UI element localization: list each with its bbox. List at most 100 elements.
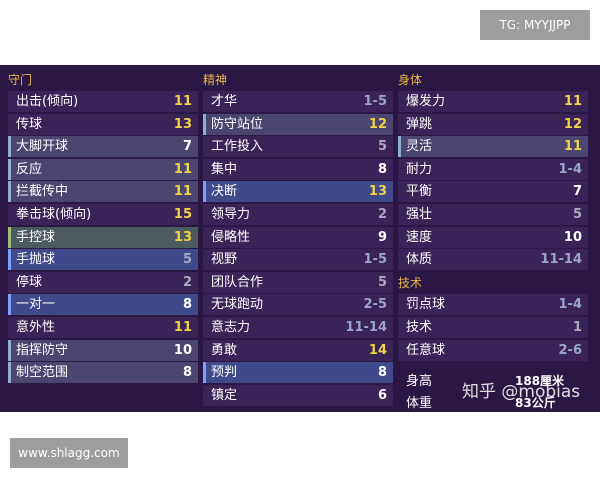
attribute-label: 才华 [211, 94, 238, 109]
attribute-value: 10 [563, 229, 582, 245]
attribute-row: 罚点球 1-4 [398, 294, 588, 316]
attribute-row: 停球 2 [8, 271, 198, 293]
attribute-row: 指挥防守 10 [8, 339, 198, 361]
attribute-row: 大脚开球 7 [8, 136, 198, 158]
attribute-label: 速度 [406, 229, 433, 245]
attribute-row: 出击(倾向) 11 [8, 91, 198, 112]
attribute-label: 决断 [211, 184, 238, 200]
attribute-row: 拳击球(倾向) 15 [8, 204, 198, 225]
attribute-label: 预判 [211, 365, 238, 381]
attribute-value: 5 [182, 252, 192, 268]
attribute-row: 拦截传中 11 [8, 181, 198, 203]
attribute-value: 83公斤 [515, 396, 556, 410]
attribute-row: 预判 8 [203, 362, 393, 384]
attribute-value: 11 [563, 94, 582, 109]
attribute-value: 11 [173, 161, 192, 177]
attribute-label: 拦截传中 [16, 184, 69, 200]
attribute-label: 拳击球(倾向) [16, 207, 92, 222]
attribute-value: 2-5 [363, 297, 388, 313]
attribute-row: 团队合作 5 [203, 271, 393, 293]
attribute-label: 身高 [406, 374, 433, 389]
attribute-value: 11 [173, 184, 192, 200]
attribute-label: 防守站位 [211, 116, 264, 132]
attribute-value: 1 [572, 320, 582, 335]
attribute-value: 5 [377, 274, 387, 290]
section-header: 身体 [398, 73, 423, 87]
attribute-value: 11-14 [540, 252, 582, 268]
section-header: 技术 [398, 275, 423, 290]
attribute-row: 手控球 13 [8, 226, 198, 248]
attribute-row: 任意球 2-6 [398, 339, 588, 361]
attribute-row: 手抛球 5 [8, 249, 198, 271]
attribute-label: 弹跳 [406, 116, 433, 132]
attribute-label: 反应 [16, 161, 43, 177]
attribute-value: 5 [377, 139, 387, 155]
attribute-label: 爆发力 [406, 94, 446, 109]
attribute-label: 技术 [406, 320, 433, 335]
attribute-row: 速度 10 [398, 226, 588, 248]
attribute-row: 视野 1-5 [203, 249, 393, 271]
attribute-label: 制空范围 [16, 365, 69, 381]
attribute-value: 7 [182, 139, 192, 155]
attribute-value: 14 [368, 342, 387, 358]
attribute-value: 188厘米 [515, 374, 565, 388]
attribute-label: 体重 [406, 396, 433, 411]
attribute-label: 指挥防守 [16, 342, 69, 358]
attribute-label: 罚点球 [406, 297, 446, 313]
attribute-row: 决断 13 [203, 181, 393, 203]
attribute-label: 视野 [211, 252, 238, 268]
attribute-label: 传球 [16, 116, 43, 132]
attribute-value: 12 [563, 116, 582, 132]
attribute-label: 无球跑动 [211, 297, 264, 313]
attribute-label: 体质 [406, 252, 433, 268]
attribute-label: 侵略性 [211, 229, 251, 245]
attribute-label: 领导力 [211, 207, 251, 222]
attribute-label: 强壮 [406, 207, 433, 222]
attribute-value: 15 [173, 207, 192, 222]
section-header: 守门 [8, 73, 33, 87]
attribute-label: 团队合作 [211, 274, 264, 290]
attribute-label: 工作投入 [211, 139, 264, 155]
attribute-value: 11 [173, 320, 192, 335]
attribute-row: 反应 11 [8, 158, 198, 180]
attribute-value: 12 [368, 116, 387, 132]
attribute-value: 1-4 [558, 161, 583, 177]
attribute-label: 任意球 [406, 342, 446, 358]
attribute-row: 弹跳 12 [398, 113, 588, 135]
attribute-row: 无球跑动 2-5 [203, 294, 393, 316]
attribute-label: 大脚开球 [16, 139, 69, 155]
attribute-row: 一对一 8 [8, 294, 198, 316]
attribute-value: 8 [182, 365, 192, 381]
attribute-label: 一对一 [16, 297, 56, 313]
attribute-value: 6 [377, 387, 387, 403]
attribute-value: 11 [173, 94, 192, 109]
attribute-label: 出击(倾向) [16, 94, 79, 109]
watermark: 知乎 @mobias [462, 382, 581, 402]
attribute-value: 7 [572, 184, 582, 200]
attribute-label: 耐力 [406, 161, 433, 177]
attribute-label: 意外性 [16, 320, 56, 335]
attribute-row: 领导力 2 [203, 204, 393, 225]
attribute-row: 耐力 1-4 [398, 158, 588, 180]
attribute-label: 平衡 [406, 184, 433, 200]
attribute-value: 2-6 [558, 342, 583, 358]
attribute-row: 防守站位 12 [203, 113, 393, 135]
attribute-value: 2 [182, 274, 192, 290]
attribute-row: 体质 11-14 [398, 249, 588, 271]
attribute-label: 手控球 [16, 229, 56, 245]
attribute-label: 意志力 [211, 320, 251, 335]
attribute-row: 集中 8 [203, 158, 393, 180]
attribute-value: 2 [377, 207, 387, 222]
attribute-row: 工作投入 5 [203, 136, 393, 158]
attribute-value: 8 [377, 161, 387, 177]
attribute-label: 集中 [211, 161, 238, 177]
attribute-row: 勇敢 14 [203, 339, 393, 361]
attribute-row: 传球 13 [8, 113, 198, 135]
attribute-row: 制空范围 8 [8, 362, 198, 384]
attribute-label: 停球 [16, 274, 43, 290]
attribute-value: 13 [173, 229, 192, 245]
attribute-row: 镇定 6 [203, 384, 393, 406]
attribute-label: 镇定 [211, 387, 238, 403]
attribute-value: 11 [563, 139, 582, 155]
attribute-value: 8 [182, 297, 192, 313]
